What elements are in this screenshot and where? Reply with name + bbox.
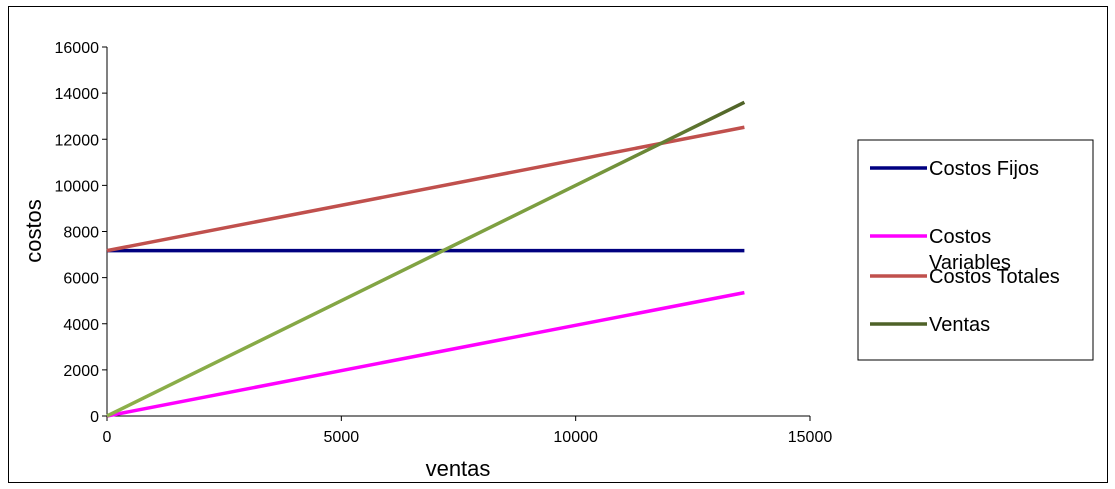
series-line-costos-variables [106, 290, 745, 418]
y-tick-label: 10000 [55, 178, 100, 195]
x-tick-label: 5000 [324, 429, 360, 446]
y-tick-label: 2000 [63, 363, 99, 380]
series-line-costos-totales [106, 125, 745, 253]
x-tick-label: 10000 [553, 429, 598, 446]
x-axis-title: ventas [426, 456, 491, 481]
legend-label-costos-variables: Costos Variables [929, 226, 1011, 274]
series-line-ventas [106, 100, 746, 418]
legend-label-costos-totales: Costos Totales [929, 266, 1060, 288]
y-tick-label: 4000 [63, 317, 99, 334]
y-tick-label: 6000 [63, 271, 99, 288]
ticks-group: 0 2000 4000 6000 8000 10000 12000 14000 16000 0 50… [55, 40, 833, 446]
y-tick-label: 12000 [55, 132, 100, 149]
x-tick-label: 0 [103, 429, 112, 446]
y-axis-title: costos [21, 199, 46, 263]
y-tick-label: 16000 [55, 40, 100, 57]
series-group [106, 100, 746, 418]
y-tick-label: 14000 [55, 86, 100, 103]
x-tick-label: 15000 [788, 429, 833, 446]
y-tick-label: 0 [90, 409, 99, 426]
legend-label-costos-fijos: Costos Fijos [929, 158, 1039, 180]
y-tick-label: 8000 [63, 225, 99, 242]
legend-label-ventas: Ventas [929, 314, 990, 336]
